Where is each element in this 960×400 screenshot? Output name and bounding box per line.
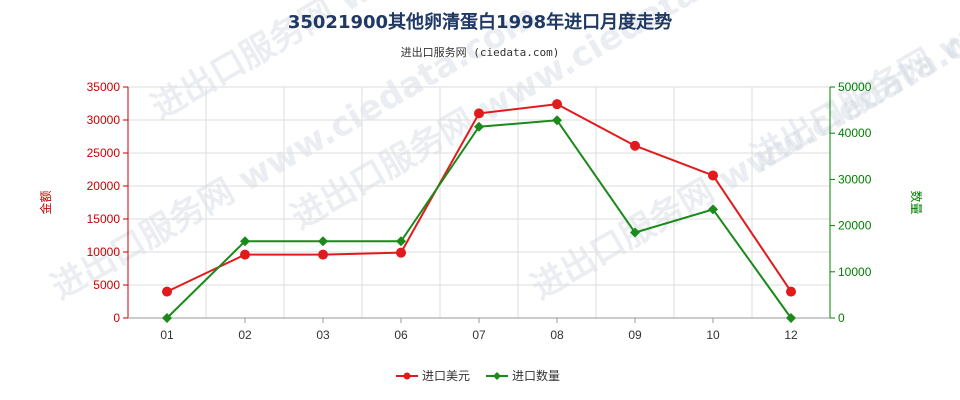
series-1-point [240, 249, 250, 260]
series-2-point [786, 313, 796, 323]
series-1-point [396, 247, 406, 258]
legend-swatch-marker [493, 372, 501, 380]
y-left-tick-label: 0 [113, 311, 120, 325]
y-right-tick-label: 0 [838, 311, 845, 325]
y-right-tick-label: 20000 [838, 219, 872, 233]
y-left-tick-label: 5000 [93, 278, 120, 292]
axes-layer: 0 5000 10000 15000 20000 25000 30000 35000 0 1000… [87, 80, 872, 342]
series-1-point [630, 140, 640, 151]
chart-title: 35021900其他卵清蛋白1998年进口月度走势 [288, 11, 672, 33]
chart-subtitle: 进出口服务网 (ciedata.com) [401, 45, 560, 59]
x-tick-label: 01 [160, 328, 174, 342]
x-tick-label: 03 [316, 328, 330, 342]
series-1-point [162, 286, 172, 297]
series-2-point [630, 227, 640, 238]
series-2-point [552, 115, 562, 126]
series-1-point [474, 108, 484, 119]
series-1-point [552, 99, 562, 110]
y-left-tick-label: 25000 [87, 146, 121, 160]
series-1-point [708, 170, 718, 181]
y-right-tick-label: 30000 [838, 172, 872, 186]
series-2-point [318, 236, 328, 247]
x-tick-label: 06 [394, 328, 408, 342]
legend-label: 进口数量 [512, 368, 560, 383]
x-tick-label: 02 [238, 328, 252, 342]
y-axis-left-label: 金额 [38, 190, 53, 214]
y-right-tick-label: 10000 [838, 265, 872, 279]
legend: 进口美元 进口数量 [396, 368, 560, 383]
y-left-tick-label: 35000 [87, 80, 121, 94]
y-left-tick-label: 10000 [87, 245, 121, 259]
x-tick-label: 10 [706, 328, 720, 342]
y-left-tick-label: 15000 [87, 212, 121, 226]
legend-swatch-marker [403, 372, 411, 380]
series-1-point [318, 249, 328, 260]
y-right-tick-label: 50000 [838, 80, 872, 94]
y-left-tick-label: 20000 [87, 179, 121, 193]
series-2-point [708, 204, 718, 215]
series-layer [162, 99, 796, 323]
series-2-point [396, 236, 406, 247]
y-right-tick-label: 40000 [838, 126, 872, 140]
y-axis-right-label: 数量 [909, 190, 924, 214]
x-tick-label: 07 [472, 328, 486, 342]
grid-layer [127, 86, 831, 319]
x-tick-label: 12 [784, 328, 798, 342]
series-2-point [162, 313, 172, 323]
legend-label: 进口美元 [422, 369, 470, 383]
series-2-point [240, 236, 250, 247]
y-left-tick-label: 30000 [87, 113, 121, 127]
series-2-point [474, 121, 484, 132]
x-tick-label: 09 [628, 328, 642, 342]
series-1-point [786, 286, 796, 297]
x-tick-label: 08 [550, 328, 564, 342]
